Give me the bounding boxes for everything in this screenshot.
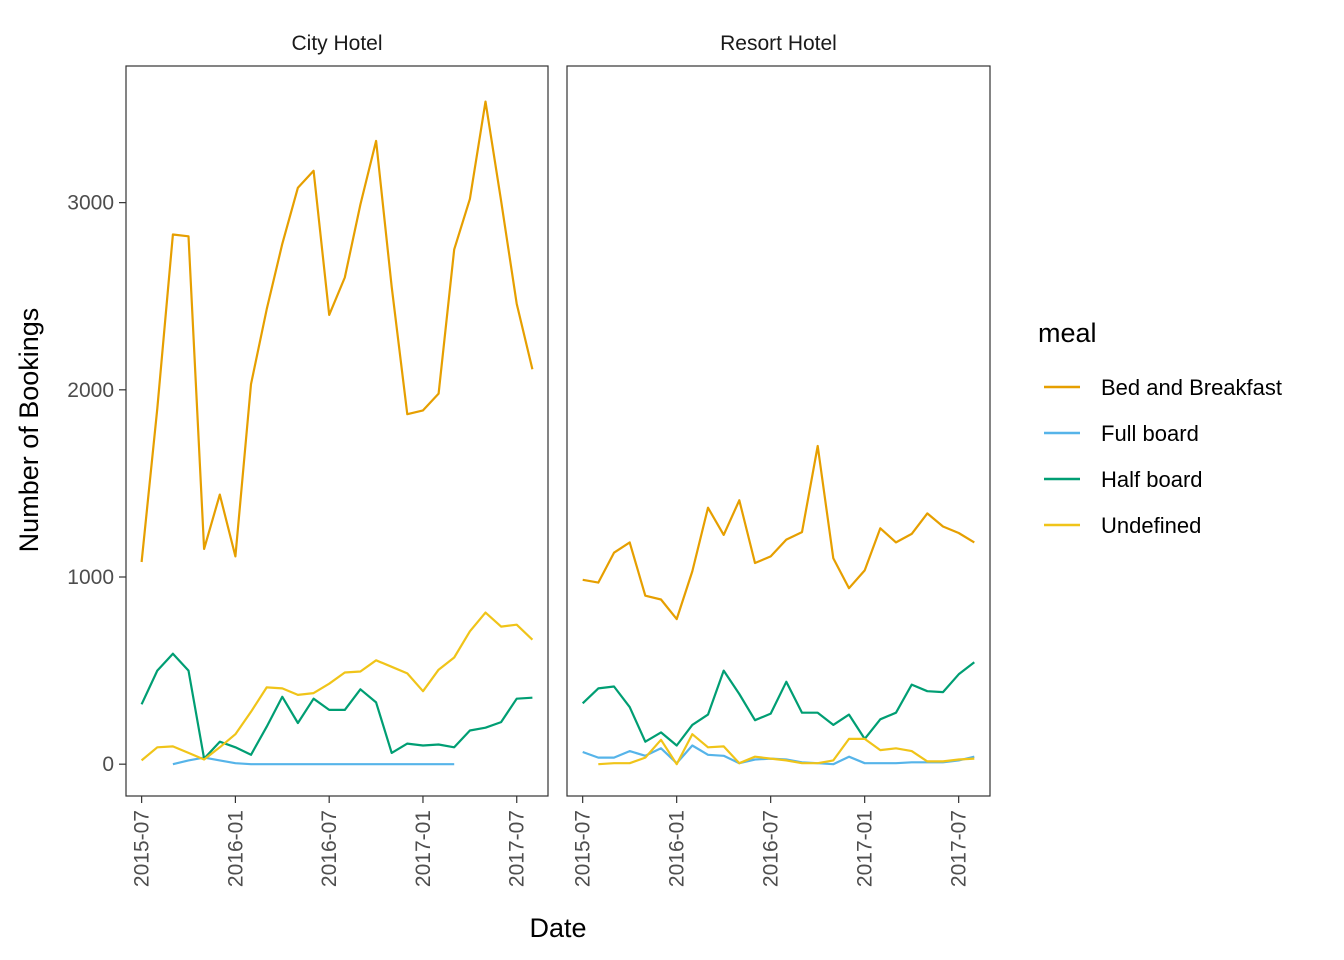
x-tick-label: 2017-07 <box>948 810 971 887</box>
panel-border <box>125 65 549 797</box>
x-tick-label: 2016-01 <box>666 810 689 887</box>
facet-strip-label: City Hotel <box>291 32 382 55</box>
y-tick-label: 0 <box>102 753 114 776</box>
legend-items: Bed and Breakfast Full board Half board Und… <box>1044 375 1282 538</box>
legend-label: Half board <box>1101 467 1203 492</box>
legend-title: meal <box>1038 318 1097 348</box>
y-tick-label: 1000 <box>67 566 114 589</box>
y-tick-label: 2000 <box>67 379 114 402</box>
legend-item: Undefined <box>1044 513 1201 538</box>
x-tick-label: 2016-01 <box>224 810 247 887</box>
series-line-undefined <box>598 733 975 766</box>
y-axis-title: Number of Bookings <box>14 308 44 553</box>
x-tick-label: 2015-07 <box>572 810 595 887</box>
legend: meal Bed and Breakfast Full board Half boa… <box>1038 318 1282 538</box>
legend-item: Half board <box>1044 467 1203 492</box>
series-line-half-board <box>581 661 975 747</box>
x-tick-label: 2017-01 <box>854 810 877 887</box>
x-tick-label: 2017-07 <box>506 810 529 887</box>
series-line-bed-and-breakfast <box>582 444 975 621</box>
series-line-bed-and-breakfast <box>140 100 534 563</box>
legend-label: Bed and Breakfast <box>1101 375 1282 400</box>
facet-strip-label: Resort Hotel <box>720 32 837 55</box>
x-tick-label: 2016-07 <box>318 810 341 887</box>
legend-item: Full board <box>1044 421 1199 446</box>
series-line-full-board <box>172 756 455 766</box>
legend-item: Bed and Breakfast <box>1044 375 1282 400</box>
panel-city-hotel: City Hotel 2015-07 2016-01 2016-07 2017-01 20… <box>67 32 549 887</box>
panel-border <box>566 65 991 797</box>
x-axis-title: Date <box>529 913 586 943</box>
x-tick-label: 2016-07 <box>760 810 783 887</box>
x-tick-label: 2015-07 <box>131 810 154 887</box>
legend-label: Full board <box>1101 421 1199 446</box>
x-tick-label: 2017-01 <box>412 810 435 887</box>
y-tick-label: 3000 <box>67 192 114 215</box>
panel-resort-hotel: Resort Hotel 2015-07 2016-01 2016-07 2017-01… <box>566 32 991 887</box>
series-line-half-board <box>140 652 533 760</box>
panels-layer: City Hotel 2015-07 2016-01 2016-07 2017-01 20… <box>67 32 991 887</box>
legend-label: Undefined <box>1101 513 1201 538</box>
series-line-undefined <box>140 611 534 762</box>
